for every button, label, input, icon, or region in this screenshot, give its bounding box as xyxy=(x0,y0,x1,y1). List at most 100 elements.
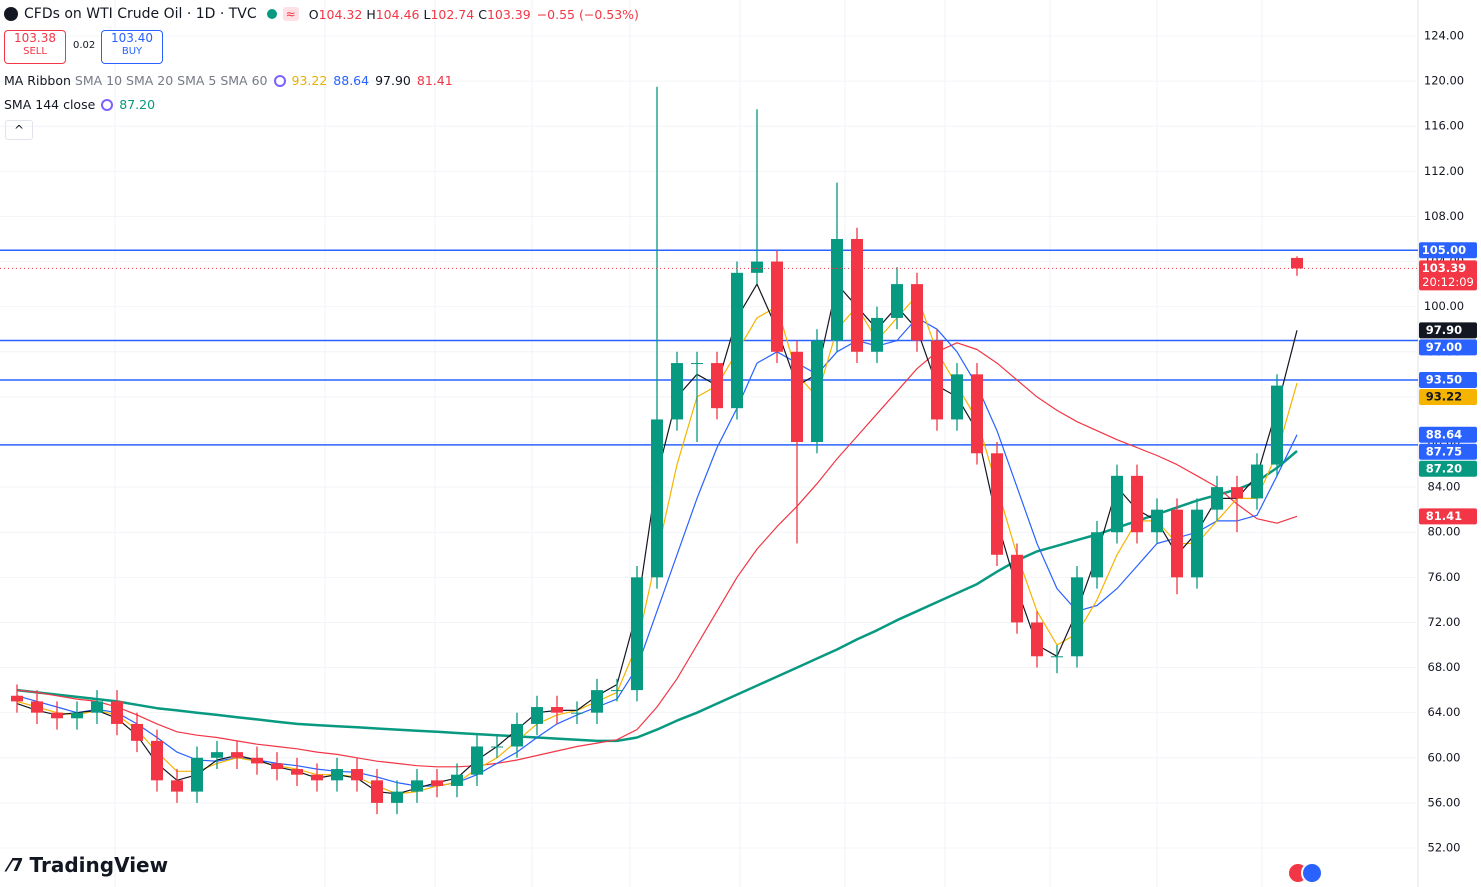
indicator-name: SMA 144 close xyxy=(4,97,96,112)
candle-body xyxy=(531,707,543,724)
moving-average xyxy=(16,342,1298,768)
flag-icon xyxy=(1287,862,1323,884)
buy-label: BUY xyxy=(121,46,143,57)
price-tag xyxy=(1419,426,1477,443)
price-tag xyxy=(1419,443,1477,460)
candle-body xyxy=(931,340,943,420)
y-tick-label: 84.00 xyxy=(1428,480,1461,494)
price-tag-label: 81.41 xyxy=(1426,509,1462,523)
candle-body xyxy=(171,780,183,792)
y-tick-label: 124.00 xyxy=(1424,29,1464,43)
status-icon: ≈ xyxy=(282,7,299,21)
spread: 0.02 xyxy=(73,40,96,51)
candle-body xyxy=(631,577,643,691)
price-tag-label: 88.64 xyxy=(1426,427,1462,441)
candle-body xyxy=(331,769,343,781)
sell-button[interactable]: 103.38 SELL xyxy=(4,30,66,64)
candle-body xyxy=(1211,487,1223,510)
candle-body xyxy=(131,723,143,741)
ohlc-label: O xyxy=(308,6,319,22)
collapse-button[interactable]: ^ xyxy=(5,120,33,140)
price-tag-label: 93.50 xyxy=(1426,372,1462,386)
candle-body xyxy=(851,239,863,352)
sell-price: 103.38 xyxy=(14,31,56,45)
candle-body xyxy=(611,690,623,692)
ohlc-label: C xyxy=(478,6,487,22)
ohlc-value: 102.74 xyxy=(430,6,475,22)
candle-body xyxy=(551,707,563,713)
y-tick-label: 76.00 xyxy=(1428,570,1461,584)
price-tag xyxy=(1419,260,1477,291)
indicator-value: 93.22 xyxy=(291,73,328,88)
y-tick-label: 56.00 xyxy=(1428,795,1461,809)
candle-body xyxy=(91,701,103,713)
price-tag xyxy=(1419,508,1477,525)
candle-body xyxy=(411,780,423,792)
sell-label: SELL xyxy=(23,46,47,57)
ohlc-item: C103.39 xyxy=(478,7,530,22)
y-tick-label: 64.00 xyxy=(1428,705,1461,719)
candle-body xyxy=(651,419,663,578)
candle-body xyxy=(1151,509,1163,533)
candle-body xyxy=(71,712,83,719)
candle-body xyxy=(671,363,683,420)
y-tick-label: 120.00 xyxy=(1424,74,1464,88)
candle-body xyxy=(871,317,883,352)
y-tick-label: 116.00 xyxy=(1424,119,1464,133)
candle-body xyxy=(1031,622,1043,657)
candle-body xyxy=(11,695,23,702)
candle-body xyxy=(791,351,803,442)
price-tag xyxy=(1419,460,1477,477)
candle-body xyxy=(811,340,823,442)
price-tag xyxy=(1419,242,1477,259)
candle-body xyxy=(271,763,283,770)
price-tag xyxy=(1419,339,1477,356)
moving-average xyxy=(16,317,1298,787)
candle-body xyxy=(891,284,903,318)
brand-logo: ⁄7 xyxy=(8,854,24,876)
indicator-name: MA Ribbon xyxy=(4,73,71,88)
ohlc-item: H104.46 xyxy=(366,7,419,22)
candle-body xyxy=(471,746,483,775)
ohlc-value: 104.46 xyxy=(375,6,420,22)
price-tag-label: 97.00 xyxy=(1426,340,1462,354)
price-tag-label: 93.22 xyxy=(1426,389,1462,403)
symbol-header: CFDs on WTI Crude Oil · 1D · TVC ≈ O 104.… xyxy=(4,6,639,22)
candle-body xyxy=(771,261,783,352)
candle-body xyxy=(911,284,923,341)
candle-body xyxy=(391,791,403,803)
change: −0.55 (−0.53%) xyxy=(536,6,639,22)
candle-body xyxy=(591,690,603,713)
flag xyxy=(1301,862,1323,884)
candle-body xyxy=(1191,509,1203,578)
indicator-value: 97.90 xyxy=(375,73,411,88)
price-tag xyxy=(1419,322,1477,339)
candle-body xyxy=(731,272,743,409)
brand-name: TradingView xyxy=(29,853,169,877)
candle-body xyxy=(751,261,763,273)
candle-body xyxy=(431,780,443,786)
moving-average xyxy=(16,450,1298,743)
ohlc-item: L102.74 xyxy=(423,7,474,22)
candle-body xyxy=(1051,656,1063,658)
symbol-logo xyxy=(4,7,18,21)
indicator-row: SMA 144 close 87.20 xyxy=(4,97,155,112)
buy-price: 103.40 xyxy=(111,31,153,45)
price-tag-label: 103.39 xyxy=(1422,261,1466,275)
symbol-title[interactable]: CFDs on WTI Crude Oil · 1D · TVC xyxy=(24,6,257,22)
candle-body xyxy=(371,780,383,803)
candle-body xyxy=(711,363,723,409)
indicator-params: SMA 10 SMA 20 SMA 5 SMA 60 xyxy=(74,73,268,88)
candle-body xyxy=(1291,257,1303,269)
candle-body xyxy=(251,757,263,764)
brand: ⁄7 TradingView xyxy=(8,853,168,877)
ohlc-values: O104.32 H104.46 L102.74 C103.39 xyxy=(309,7,531,22)
price-tag-countdown: 20:12:09 xyxy=(1422,275,1474,289)
buy-button[interactable]: 103.40 BUY xyxy=(101,30,163,64)
candle-body xyxy=(831,239,843,341)
indicator-value: 87.20 xyxy=(119,97,156,112)
candle-body xyxy=(31,701,43,713)
candle-body xyxy=(991,453,1003,555)
